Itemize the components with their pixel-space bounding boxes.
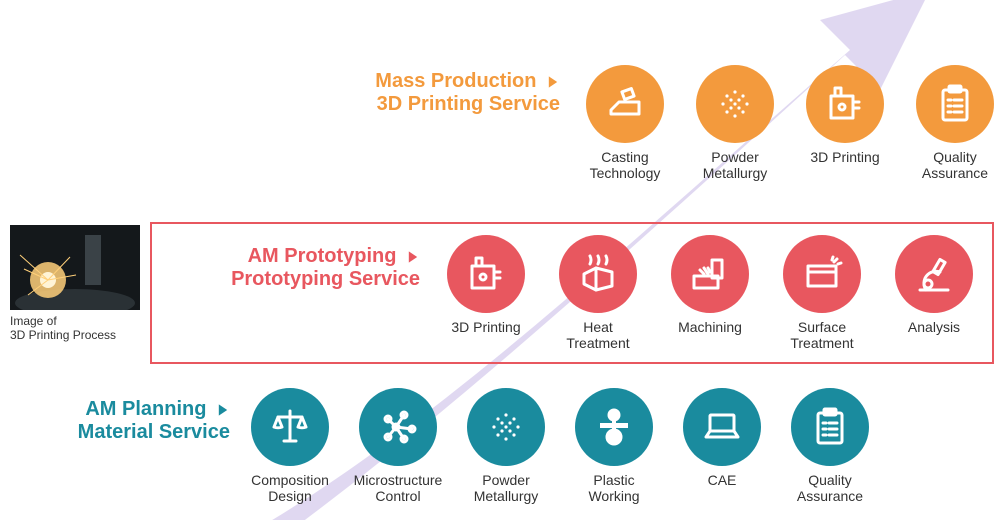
dots-icon [467, 388, 545, 466]
icon-proto-microscope: Analysis [878, 235, 990, 351]
icon-label: PowderMetallurgy [474, 472, 539, 504]
row-title-mass: Mass Production 3D Printing Service [180, 70, 560, 116]
icon-label: CastingTechnology [590, 149, 661, 181]
row-title-line2: Prototyping Service [160, 268, 420, 291]
icon-label: SurfaceTreatment [790, 319, 853, 351]
icon-plan-laptop: CAE [668, 388, 776, 504]
infographic-stage: { "canvas": {"w":1000,"h":520,"backgroun… [0, 0, 1000, 520]
clipboard-icon [791, 388, 869, 466]
icon-label: Analysis [908, 319, 960, 335]
icon-plan-scales: CompositionDesign [236, 388, 344, 504]
icon-proto-printer: 3D Printing [430, 235, 542, 351]
icon-label: CAE [708, 472, 737, 488]
printer-icon [447, 235, 525, 313]
icon-proto-machining: Machining [654, 235, 766, 351]
icon-label: PowderMetallurgy [703, 149, 768, 181]
icon-label: CompositionDesign [251, 472, 329, 504]
icon-plan-molecule: MicrostructureControl [344, 388, 452, 504]
working-icon [575, 388, 653, 466]
scales-icon [251, 388, 329, 466]
thumbnail-caption: Image of3D Printing Process [10, 314, 140, 343]
thumbnail-image [10, 225, 140, 310]
row-title-proto: AM Prototyping Prototyping Service [160, 245, 420, 291]
icon-label: 3D Printing [451, 319, 520, 335]
icon-label: Machining [678, 319, 742, 335]
icon-label: QualityAssurance [922, 149, 988, 181]
machining-icon [671, 235, 749, 313]
icon-proto-heat: HeatTreatment [542, 235, 654, 351]
icon-label: MicrostructureControl [354, 472, 443, 504]
icon-label: PlasticWorking [588, 472, 639, 504]
process-thumbnail: Image of3D Printing Process [10, 225, 140, 343]
dots-icon [696, 65, 774, 143]
row-title-line1: AM Planning [10, 398, 230, 421]
casting-icon [586, 65, 664, 143]
microscope-icon [895, 235, 973, 313]
printer-icon [806, 65, 884, 143]
icon-mass-printer: 3D Printing [790, 65, 900, 181]
icon-plan-dots: PowderMetallurgy [452, 388, 560, 504]
clipboard-icon [916, 65, 994, 143]
heat-icon [559, 235, 637, 313]
molecule-icon [359, 388, 437, 466]
row-title-line1: Mass Production [180, 70, 560, 93]
row-icons-proto: 3D Printing HeatTreatment Machining Surface… [430, 235, 990, 351]
row-title-line2: 3D Printing Service [180, 93, 560, 116]
row-icons-plan: CompositionDesign MicrostructureControl Po… [236, 388, 884, 504]
laptop-icon [683, 388, 761, 466]
row-title-line1: AM Prototyping [160, 245, 420, 268]
row-icons-mass: CastingTechnology PowderMetallurgy 3D Prin… [570, 65, 1000, 181]
icon-plan-working: PlasticWorking [560, 388, 668, 504]
icon-mass-casting: CastingTechnology [570, 65, 680, 181]
icon-plan-clipboard: QualityAssurance [776, 388, 884, 504]
icon-label: QualityAssurance [797, 472, 863, 504]
row-title-line2: Material Service [10, 421, 230, 444]
surface-icon [783, 235, 861, 313]
icon-mass-clipboard: QualityAssurance [900, 65, 1000, 181]
icon-label: 3D Printing [810, 149, 879, 165]
row-title-plan: AM Planning Material Service [10, 398, 230, 444]
icon-label: HeatTreatment [566, 319, 629, 351]
icon-proto-surface: SurfaceTreatment [766, 235, 878, 351]
icon-mass-dots: PowderMetallurgy [680, 65, 790, 181]
